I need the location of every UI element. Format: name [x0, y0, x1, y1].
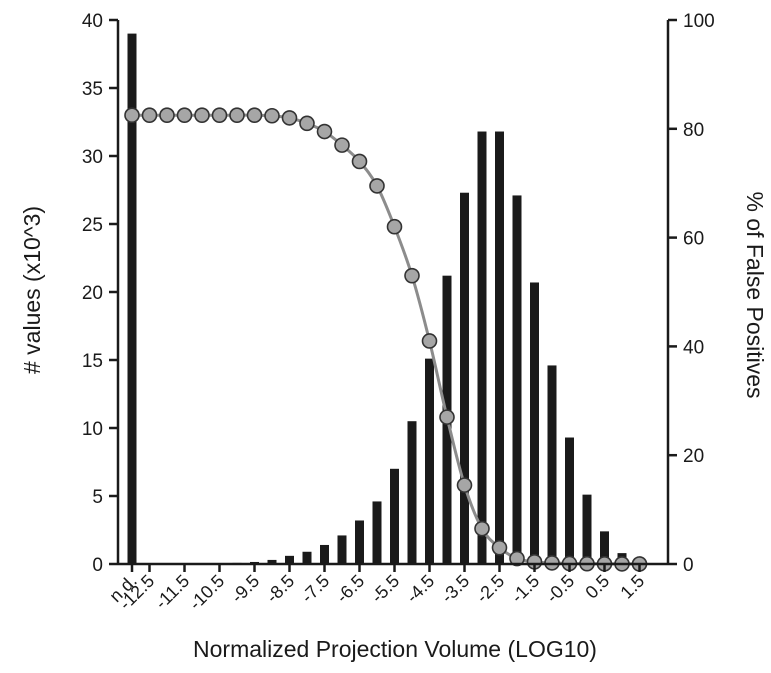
x-tick-label: -8.5: [262, 571, 298, 607]
x-tick-label: -0.5: [542, 571, 578, 607]
false-positive-point-0: [124, 107, 140, 123]
bar-20: [477, 131, 487, 564]
x-tick-label: -9.5: [227, 571, 263, 607]
false-positive-point-21: [491, 539, 508, 556]
left-y-tick-label: 0: [92, 555, 103, 576]
x-tick-label: 1.5: [616, 571, 648, 603]
left-y-axis-title: # values (x10^3): [19, 206, 45, 374]
false-positive-point-6: [229, 107, 245, 123]
bar-27: [600, 531, 609, 564]
right-y-tick-label: 20: [683, 446, 704, 467]
false-positive-point-15: [386, 218, 403, 235]
bar-14: [372, 501, 382, 564]
false-positive-point-13: [351, 153, 368, 170]
left-y-tick-label: 10: [82, 419, 103, 440]
false-positive-point-4: [194, 107, 210, 123]
right-y-tick-label: 40: [683, 337, 704, 358]
x-tick-label: -11.5: [151, 571, 193, 613]
false-positive-point-16: [404, 267, 420, 284]
false-positive-point-7: [246, 107, 263, 123]
false-positive-point-5: [211, 107, 228, 123]
bar-19: [460, 192, 469, 564]
x-tick-label: -2.5: [472, 571, 508, 607]
bar-17: [425, 358, 434, 564]
right-y-tick-label: 60: [683, 229, 704, 250]
false-positive-point-22: [509, 550, 525, 567]
bar-12: [337, 535, 347, 564]
x-axis-title: Normalized Projection Volume (LOG10): [193, 636, 597, 662]
false-positive-point-12: [334, 137, 350, 153]
false-positive-point-19: [456, 477, 473, 493]
bar-10: [302, 551, 312, 564]
x-ticks: n.d.-12.5-11.5-10.5-9.5-8.5-7.5-6.5-5.5-…: [105, 564, 648, 614]
bar-24: [547, 365, 557, 564]
false-positive-point-17: [421, 333, 438, 349]
right-y-tick-label: 80: [683, 120, 704, 141]
bar-21: [495, 131, 504, 564]
false-positive-point-18: [439, 409, 455, 425]
right-y-ticks: 0 20 40 60 80 100: [668, 11, 715, 576]
false-positive-point-3: [176, 107, 193, 123]
false-positive-point-14: [369, 178, 385, 194]
bar-16: [407, 421, 417, 564]
x-tick-label: -4.5: [402, 571, 438, 607]
false-positive-series: [124, 107, 648, 572]
false-positive-point-8: [264, 107, 280, 124]
bar-26: [582, 494, 592, 564]
false-positive-line: [132, 113, 640, 566]
x-tick-label: -1.5: [507, 571, 543, 607]
right-y-axis-title: % of False Positives: [742, 191, 768, 398]
bar-25: [565, 437, 574, 564]
bar-8: [267, 559, 277, 564]
left-y-tick-label: 5: [92, 487, 103, 508]
left-y-tick-label: 25: [82, 215, 103, 236]
bar-15: [390, 468, 399, 564]
bar-9: [285, 555, 294, 564]
right-y-tick-label: 100: [683, 11, 715, 32]
bar-23: [530, 282, 539, 564]
x-tick-label: 0.5: [581, 571, 613, 603]
x-tick-label: -3.5: [437, 571, 473, 607]
left-y-tick-label: 35: [82, 79, 103, 100]
right-y-tick-label: 0: [683, 555, 694, 576]
false-positive-point-10: [299, 115, 315, 132]
bar-11: [320, 544, 329, 564]
left-y-tick-label: 15: [82, 351, 103, 372]
x-tick-label: -7.5: [297, 571, 333, 607]
left-y-tick-label: 20: [82, 283, 103, 304]
false-positive-point-11: [316, 123, 333, 140]
left-y-tick-label: 40: [82, 11, 103, 32]
x-tick-label: -10.5: [185, 571, 228, 614]
left-y-tick-label: 30: [82, 147, 103, 168]
x-tick-label: -6.5: [332, 571, 368, 607]
x-tick-label: -5.5: [367, 571, 403, 607]
bar-0: [127, 33, 137, 565]
false-positive-point-1: [141, 107, 158, 123]
false-positive-point-2: [159, 107, 175, 123]
left-y-ticks: 0 5 10 15 20 25 30 35 40: [82, 11, 118, 576]
bar-22: [512, 195, 522, 564]
bar-13: [355, 520, 364, 564]
false-positive-point-9: [281, 110, 298, 126]
false-positive-point-20: [474, 520, 490, 537]
